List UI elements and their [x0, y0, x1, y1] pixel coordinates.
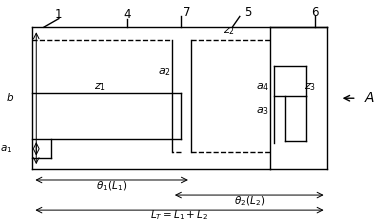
Text: $z_3$: $z_3$: [303, 82, 316, 93]
Text: $a_4$: $a_4$: [256, 82, 269, 93]
Text: 5: 5: [244, 6, 251, 19]
Text: 1: 1: [55, 8, 63, 21]
Text: 6: 6: [312, 6, 319, 19]
Text: $\theta_1(L_1)$: $\theta_1(L_1)$: [96, 180, 127, 193]
Text: $\theta_2(L_2)$: $\theta_2(L_2)$: [234, 195, 265, 208]
Text: $a_3$: $a_3$: [256, 105, 269, 117]
Text: $a_1$: $a_1$: [0, 143, 12, 155]
Text: b: b: [7, 93, 13, 103]
Text: $z_2$: $z_2$: [223, 26, 234, 37]
Text: $z_1$: $z_1$: [94, 82, 106, 93]
Text: $L_T = L_1 + L_2$: $L_T = L_1 + L_2$: [151, 209, 209, 222]
Text: 4: 4: [123, 8, 131, 21]
Text: $A$: $A$: [364, 91, 376, 105]
Text: $a_2$: $a_2$: [158, 67, 171, 78]
Text: 7: 7: [183, 6, 191, 19]
